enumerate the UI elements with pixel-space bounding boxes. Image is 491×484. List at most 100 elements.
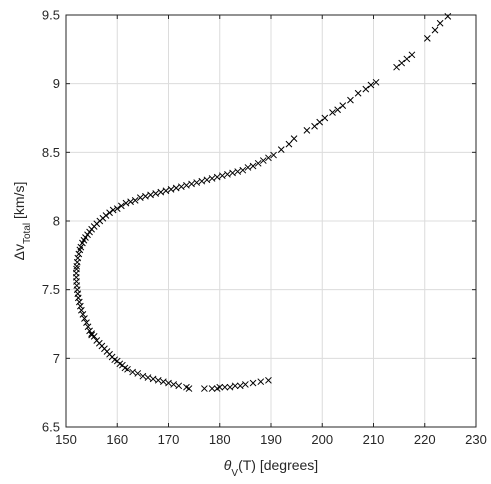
- data-point: [147, 191, 154, 199]
- x-tick-label: 230: [465, 432, 487, 447]
- data-point: [362, 85, 370, 93]
- y-tick-label: 8.5: [42, 145, 60, 160]
- data-point: [75, 298, 83, 306]
- data-point: [122, 199, 130, 207]
- data-markers: [72, 13, 452, 392]
- data-point: [160, 378, 167, 386]
- data-point: [431, 26, 439, 34]
- x-tick-label: 190: [260, 432, 282, 447]
- data-point: [229, 169, 236, 177]
- x-tick-label: 210: [363, 432, 385, 447]
- data-point: [144, 374, 152, 381]
- data-point: [226, 383, 234, 391]
- data-point: [203, 176, 211, 184]
- data-point: [231, 382, 239, 390]
- data-point: [244, 164, 252, 171]
- data-point: [75, 250, 83, 258]
- data-point: [77, 243, 85, 251]
- data-point: [423, 34, 431, 42]
- data-point: [347, 96, 354, 104]
- data-point: [198, 177, 206, 185]
- data-point: [239, 166, 247, 174]
- data-point: [201, 385, 208, 392]
- data-point: [102, 212, 110, 219]
- data-point: [403, 55, 411, 63]
- data-point: [127, 198, 134, 206]
- data-point: [93, 337, 101, 344]
- data-point: [303, 127, 311, 134]
- data-point: [177, 183, 185, 191]
- data-point: [249, 162, 257, 170]
- data-point: [208, 385, 216, 392]
- x-tick-label: 220: [414, 432, 436, 447]
- data-point: [393, 63, 400, 71]
- data-point: [76, 302, 84, 310]
- data-point: [208, 175, 216, 182]
- data-point: [172, 184, 180, 192]
- data-point: [175, 382, 183, 390]
- y-axis-title: ΔvTotal [km/s]: [11, 182, 33, 261]
- x-axis-title-subscript: V: [231, 468, 238, 479]
- data-point: [334, 106, 341, 114]
- data-point: [234, 168, 242, 175]
- x-tick-label: 160: [106, 432, 128, 447]
- data-point: [398, 59, 406, 67]
- data-point: [236, 382, 244, 390]
- axis-ticks: [65, 14, 477, 428]
- x-tick-label: 200: [311, 432, 333, 447]
- data-point: [113, 205, 121, 212]
- data-point: [408, 51, 416, 59]
- data-point: [259, 157, 267, 164]
- data-point: [79, 311, 87, 318]
- data-point: [257, 378, 265, 386]
- y-tick-label: 6.5: [42, 420, 60, 435]
- data-point: [73, 265, 80, 273]
- data-point: [134, 370, 142, 377]
- x-tick-label: 170: [158, 432, 180, 447]
- data-point: [81, 315, 88, 322]
- y-tick-label: 9.5: [42, 8, 60, 23]
- data-point: [224, 170, 231, 178]
- data-point: [131, 197, 139, 204]
- data-point: [354, 89, 362, 97]
- data-point: [78, 306, 85, 314]
- data-point: [311, 122, 318, 130]
- data-point: [162, 187, 170, 195]
- data-point: [285, 140, 293, 148]
- x-axis-title-symbol: θ: [224, 457, 232, 473]
- data-point: [444, 13, 452, 20]
- data-point: [154, 376, 162, 384]
- data-point: [106, 209, 113, 217]
- x-axis-title-unit: (T) [degrees]: [238, 457, 318, 473]
- data-point: [129, 368, 136, 376]
- data-point: [74, 254, 82, 262]
- data-point: [188, 180, 195, 188]
- data-point: [270, 151, 277, 159]
- data-point: [193, 179, 201, 186]
- data-point: [242, 381, 249, 388]
- data-point: [254, 159, 262, 167]
- data-point: [136, 194, 144, 202]
- data-point: [372, 78, 380, 86]
- y-tick-label: 8: [53, 214, 60, 229]
- y-axis-title-subscript: Total: [22, 223, 33, 244]
- data-point: [249, 379, 257, 387]
- data-point: [183, 181, 190, 189]
- data-point: [265, 154, 272, 162]
- y-axis-title-unit: [km/s]: [11, 182, 27, 223]
- data-point: [170, 381, 177, 388]
- data-point: [183, 383, 190, 391]
- data-point: [86, 327, 93, 335]
- data-point: [218, 172, 226, 180]
- axis-tick-labels: 150 160 170 180 190 200 210 220 230 6.5 7 7.5 8 8.5 9 9…: [42, 8, 487, 448]
- data-point: [265, 376, 272, 384]
- data-point: [221, 383, 229, 391]
- data-point: [213, 173, 221, 181]
- data-point: [213, 385, 221, 392]
- data-point: [167, 186, 175, 193]
- data-point: [152, 190, 160, 197]
- x-tick-label: 150: [55, 432, 77, 447]
- y-axis-title-symbol: Δv: [11, 244, 27, 260]
- data-point: [83, 319, 90, 326]
